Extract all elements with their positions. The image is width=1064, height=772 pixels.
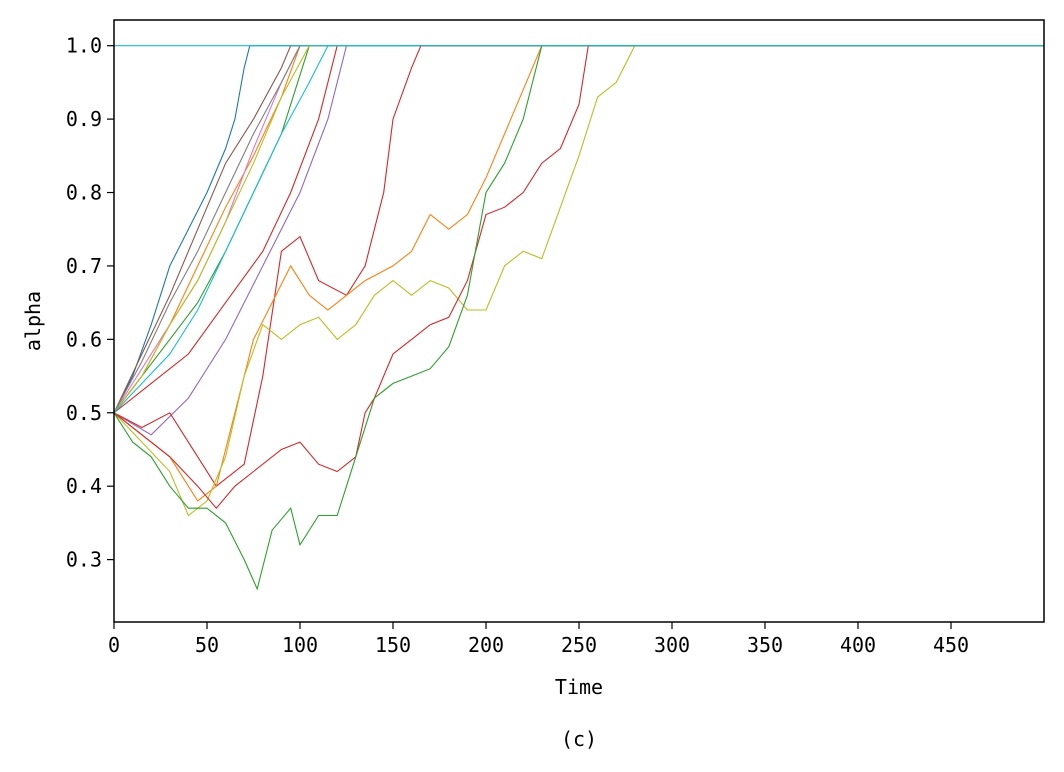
x-tick-label: 450 bbox=[933, 633, 969, 657]
series-line-5 bbox=[113, 45, 1044, 436]
y-tick-label: 0.6 bbox=[66, 327, 102, 351]
series-line-12 bbox=[113, 45, 1044, 502]
series-line-6 bbox=[113, 45, 1044, 414]
series-line-9 bbox=[113, 45, 1044, 414]
y-tick-label: 0.9 bbox=[66, 107, 102, 131]
y-axis: 0.3 0.4 0.5 0.6 0.7 0.8 0.9 1.0 bbox=[66, 34, 114, 572]
series-line-4 bbox=[113, 45, 1044, 414]
x-axis-label: Time bbox=[555, 675, 603, 699]
series-line-15 bbox=[113, 45, 1044, 591]
series-line-1 bbox=[113, 45, 1044, 414]
x-axis: 0 50 100 150 200 250 300 350 400 450 bbox=[108, 622, 969, 657]
y-tick-label: 0.3 bbox=[66, 548, 102, 572]
y-tick-label: 0.4 bbox=[66, 474, 102, 498]
series-line-10 bbox=[113, 45, 1044, 414]
x-tick-label: 300 bbox=[654, 633, 690, 657]
x-tick-label: 350 bbox=[747, 633, 783, 657]
figure-caption: (c) bbox=[561, 727, 597, 751]
series-line-8 bbox=[113, 45, 1044, 414]
series-line-11 bbox=[113, 45, 1044, 488]
x-tick-label: 250 bbox=[561, 633, 597, 657]
y-axis-label: alpha bbox=[21, 291, 45, 351]
y-tick-label: 0.5 bbox=[66, 401, 102, 425]
y-tick-label: 0.7 bbox=[66, 254, 102, 278]
series-lines bbox=[113, 45, 1044, 591]
y-tick-label: 1.0 bbox=[66, 34, 102, 58]
x-tick-label: 0 bbox=[108, 633, 120, 657]
x-tick-label: 50 bbox=[195, 633, 219, 657]
x-tick-label: 150 bbox=[375, 633, 411, 657]
x-tick-label: 400 bbox=[840, 633, 876, 657]
y-tick-label: 0.8 bbox=[66, 181, 102, 205]
series-line-13 bbox=[113, 45, 1044, 517]
x-tick-label: 200 bbox=[468, 633, 504, 657]
x-tick-label: 100 bbox=[282, 633, 318, 657]
